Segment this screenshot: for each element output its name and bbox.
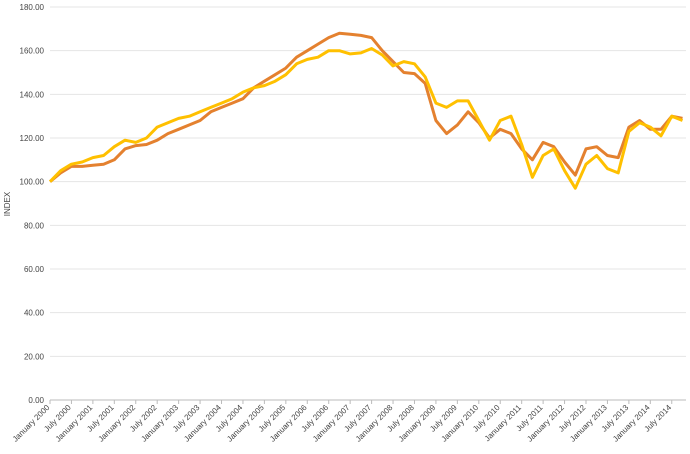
y-tick-label: 100.00 bbox=[20, 178, 45, 187]
y-tick-label: 120.00 bbox=[20, 134, 45, 143]
y-tick-label: 80.00 bbox=[24, 221, 45, 230]
y-tick-label: 40.00 bbox=[24, 309, 45, 318]
y-tick-label: 180.00 bbox=[20, 3, 45, 12]
y-tick-label: 160.00 bbox=[20, 47, 45, 56]
y-tick-label: 0.00 bbox=[28, 396, 44, 405]
y-tick-label: 140.00 bbox=[20, 90, 45, 99]
series-line bbox=[49, 31, 683, 183]
y-tick-label: 20.00 bbox=[24, 352, 45, 361]
y-tick-label: 60.00 bbox=[24, 265, 45, 274]
series-line bbox=[48, 47, 684, 190]
y-axis-label: INDEX bbox=[3, 191, 12, 216]
